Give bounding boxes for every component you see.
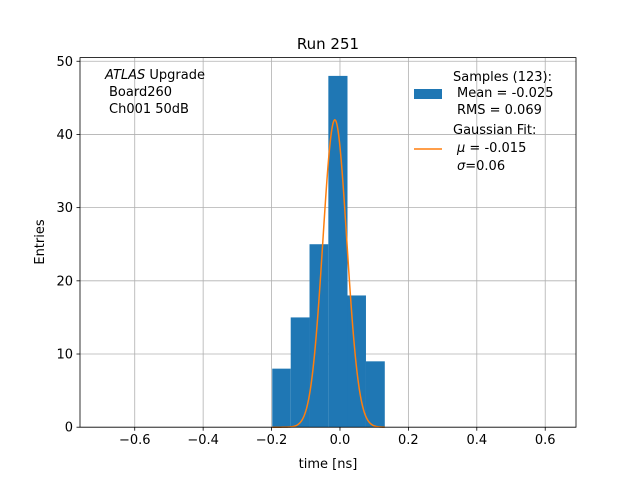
legend-samples-swatch [414,89,442,99]
y-axis-label: Entries [33,219,48,265]
y-tick-label: 50 [56,55,73,70]
legend: Samples (123): Mean = -0.025 RMS = 0.069… [414,70,553,174]
histogram-bar [290,317,310,428]
histogram-bar [328,75,348,428]
histogram-bars [272,75,385,428]
x-axis-ticks: −0.6 −0.4 −0.2 0.0 0.2 0.4 0.6 [119,427,556,448]
x-tick-label: 0.2 [398,433,419,448]
y-axis-ticks: 0 10 20 30 40 50 [56,55,80,436]
plot-frame [79,57,577,428]
legend-samples-title: Samples (123): [453,70,552,85]
x-tick-label: 0.4 [466,433,487,448]
y-tick-label: 10 [56,348,73,363]
atlas-annotation: ATLAS Upgrade Board260 Ch001 50dB [104,68,205,117]
legend-samples-mean: Mean = -0.025 [457,86,553,101]
annotation-line-3: Ch001 50dB [109,102,189,117]
y-tick-label: 0 [65,421,73,436]
x-axis-label: time [ns] [299,457,358,472]
histogram-bar [309,244,329,428]
y-tick-label: 20 [56,274,73,289]
x-tick-label: −0.6 [119,433,151,448]
x-tick-label: 0.0 [330,433,351,448]
chart-title: Run 251 [297,35,359,53]
legend-fit-mu: μ = -0.015 [456,141,526,156]
y-tick-label: 30 [56,201,73,216]
x-tick-label: −0.2 [256,433,288,448]
annotation-line-1: ATLAS Upgrade [104,68,205,83]
y-tick-label: 40 [56,128,73,143]
legend-fit-title: Gaussian Fit: [453,123,536,138]
histogram-bar [347,295,366,428]
annotation-line-2: Board260 [109,85,172,100]
legend-samples-rms: RMS = 0.069 [457,103,542,118]
x-tick-label: 0.6 [535,433,556,448]
histogram-bar [272,368,291,428]
histogram-bar [365,361,385,428]
x-tick-label: −0.4 [187,433,219,448]
legend-fit-sigma: σ=0.06 [457,159,505,174]
